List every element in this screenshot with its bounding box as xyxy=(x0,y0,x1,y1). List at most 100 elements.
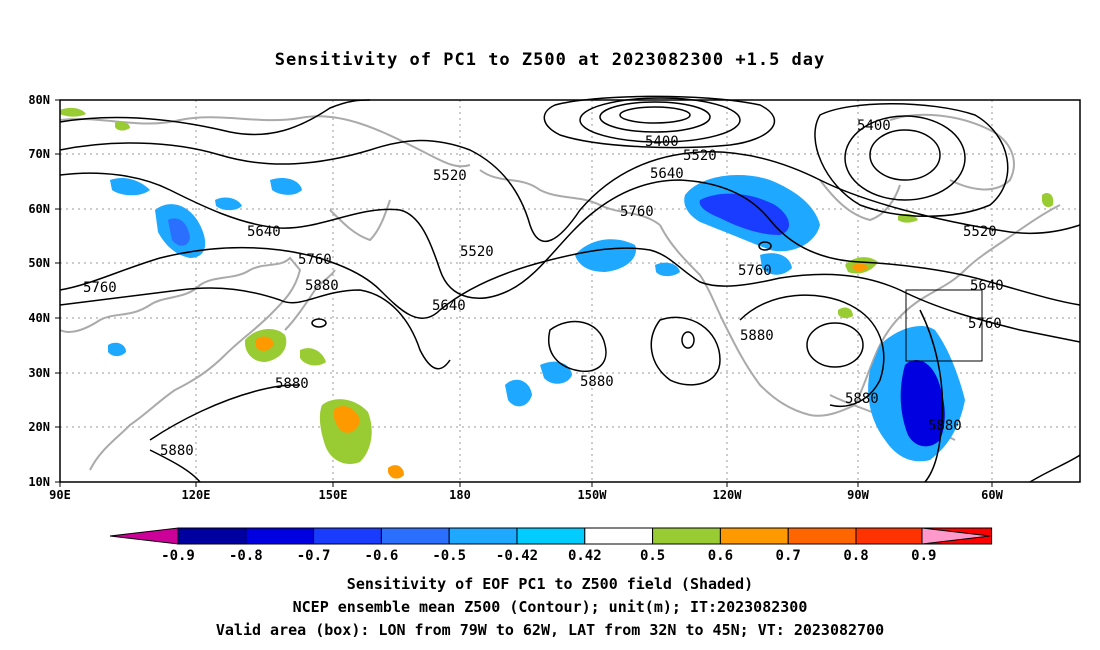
shade-negative-pacific-5 xyxy=(215,197,242,211)
colorbar-segment xyxy=(787,527,857,545)
colorbar-label: -0.9 xyxy=(161,548,195,564)
colorbar-label: 0.42 xyxy=(568,548,602,564)
coastlines xyxy=(59,113,1061,471)
colorbar-segment xyxy=(719,527,789,545)
shade-negative-hudson-core xyxy=(699,193,790,235)
contour-low-1-outer xyxy=(543,95,776,149)
colorbar-segment xyxy=(177,527,247,545)
contour-label: 5760 xyxy=(738,263,772,279)
shade-negative-atlantic-core xyxy=(900,360,945,447)
map-panel: 5400 5520 5640 5400 5520 5640 5760 5520 … xyxy=(28,93,1081,502)
shade-negative-pacific-3 xyxy=(540,361,572,384)
caption-line-3: Valid area (box): LON from 79W to 62W, L… xyxy=(215,621,885,639)
colorbar-label: 0.7 xyxy=(776,548,801,564)
shade-negative-pacific-6 xyxy=(270,178,302,195)
shade-positive-mid-1 xyxy=(838,307,853,319)
contour-label: 5640 xyxy=(650,166,684,182)
contour-label: 5760 xyxy=(968,316,1002,332)
coast-north-america-west xyxy=(659,224,856,417)
tick-marks xyxy=(55,99,993,487)
shade-positive-north-3 xyxy=(1042,193,1054,208)
contour-5760-main xyxy=(59,246,1081,343)
colorbar-label: -0.5 xyxy=(432,548,466,564)
contour-low-1-ring-1 xyxy=(619,106,691,124)
contour-label: 5520 xyxy=(963,224,997,240)
shade-negative-asia-core xyxy=(168,218,190,246)
colorbar: -0.9 -0.8 -0.7 -0.6 -0.5 -0.42 0.42 0.5 0.6 0.7 0.… xyxy=(109,527,993,564)
caption-line-1: Sensitivity of EOF PC1 to Z500 field (Sh… xyxy=(346,575,754,593)
contour-label: 5640 xyxy=(247,224,281,240)
lat-label: 60N xyxy=(28,202,50,216)
colorbar-label: 0.5 xyxy=(640,548,665,564)
coast-siberia xyxy=(59,115,471,168)
colorbar-segment xyxy=(855,527,925,545)
contour-south-east xyxy=(1029,454,1081,483)
colorbar-segment xyxy=(245,527,315,545)
shade-positive-north-1 xyxy=(60,107,86,117)
contour-5880-east-pac xyxy=(650,316,721,386)
lon-label: 180 xyxy=(449,488,471,502)
contour-5880-south-asia xyxy=(149,384,301,441)
contour-label: 5880 xyxy=(740,328,774,344)
shade-negative-pacific-2 xyxy=(505,379,532,407)
lat-label: 50N xyxy=(28,256,50,270)
lon-label: 90W xyxy=(847,488,869,502)
coast-east-asia xyxy=(59,256,302,471)
contour-label: 5760 xyxy=(298,252,332,268)
shade-positive-north-2 xyxy=(115,121,130,131)
colorbar-labels: -0.9 -0.8 -0.7 -0.6 -0.5 -0.42 0.42 0.5 0.6 0.7 0.… xyxy=(161,548,936,564)
caption-line-2: NCEP ensemble mean Z500 (Contour); unit(… xyxy=(292,598,808,616)
contour-label: 5760 xyxy=(620,204,654,220)
contour-5880-main xyxy=(59,287,451,370)
contour-label: 5880 xyxy=(845,391,879,407)
contour-5880-na xyxy=(739,294,885,407)
shade-positive-atlantic-core xyxy=(852,263,868,272)
lat-label: 30N xyxy=(28,366,50,380)
contour-5640-main xyxy=(59,172,1081,306)
lat-label: 70N xyxy=(28,147,50,161)
shade-negative-pacific-4 xyxy=(110,178,150,196)
lon-label: 120W xyxy=(713,488,743,502)
latitude-labels: 80N 70N 60N 50N 40N 30N 20N 10N xyxy=(28,93,50,489)
contour-label: 5640 xyxy=(970,278,1004,294)
contour-small-loop-1 xyxy=(311,318,327,328)
map-border xyxy=(59,99,1081,483)
contour-label: 5520 xyxy=(460,244,494,260)
contour-low-1-ring-2 xyxy=(599,101,711,133)
colorbar-label: 0.9 xyxy=(911,548,936,564)
coast-kamchatka xyxy=(329,199,391,242)
contour-label: 5520 xyxy=(433,168,467,184)
contour-5520-main xyxy=(59,139,1081,243)
colorbar-segment xyxy=(516,527,586,545)
lat-label: 20N xyxy=(28,420,50,434)
contour-label: 5880 xyxy=(305,278,339,294)
contour-5880-atlantic xyxy=(919,309,944,483)
colorbar-label: 0.6 xyxy=(708,548,733,564)
contour-5400-west xyxy=(59,99,371,136)
shade-negative-pacific-8 xyxy=(655,262,680,277)
contour-5880-pacific-mid xyxy=(548,320,607,372)
chart-title: Sensitivity of PC1 to Z500 at 2023082300… xyxy=(274,50,826,70)
contour-label: 5760 xyxy=(83,280,117,296)
coast-alaska xyxy=(479,169,661,226)
coast-north-america-east xyxy=(854,204,1061,406)
colorbar-high-end xyxy=(921,527,991,545)
longitude-labels: 90E 120E 150E 180 150W 120W 90W 60W xyxy=(49,488,1003,502)
colorbar-segment xyxy=(380,527,450,545)
lat-label: 80N xyxy=(28,93,50,107)
contour-label: 5880 xyxy=(580,374,614,390)
colorbar-segment xyxy=(652,527,721,545)
shade-positive-pacific-core xyxy=(333,406,360,433)
lon-label: 60W xyxy=(981,488,1003,502)
contour-5880-pacific-west xyxy=(149,449,201,483)
contour-label: 5880 xyxy=(160,443,194,459)
contour-low-2-outer-1 xyxy=(814,103,1009,217)
shade-negative-pacific-9 xyxy=(760,253,792,275)
colorbar-label: -0.6 xyxy=(365,548,399,564)
valid-area-box xyxy=(905,289,983,362)
contour-label: 5400 xyxy=(857,118,891,134)
colorbar-segment xyxy=(448,527,518,545)
lat-label: 40N xyxy=(28,311,50,325)
contour-label: 5880 xyxy=(275,376,309,392)
coast-greenland xyxy=(889,113,1015,191)
